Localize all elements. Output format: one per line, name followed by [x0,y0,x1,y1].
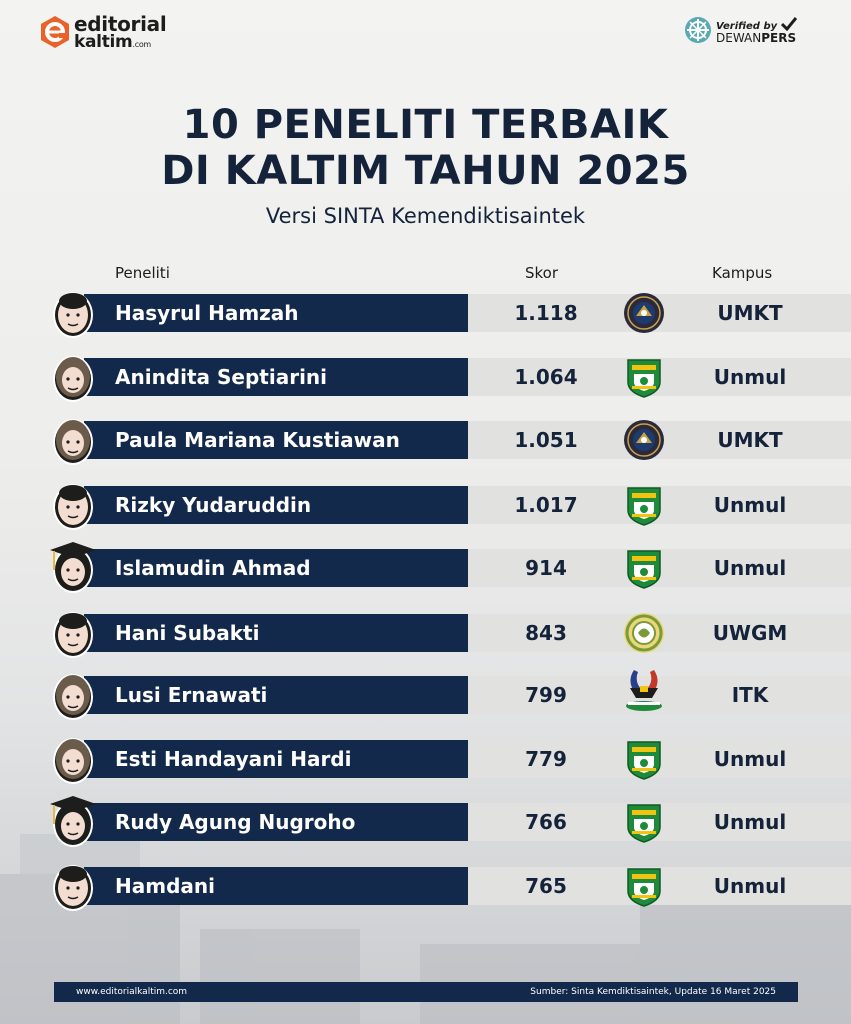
researcher-row: Hasyrul Hamzah 1.118 UMKT [0,294,851,334]
researcher-photo-icon [50,540,96,596]
researcher-score: 914 [490,549,602,587]
umkt-logo-icon [622,419,666,461]
researcher-score: 1.118 [490,294,602,332]
researcher-score: 799 [490,676,602,714]
footer-bar: www.editorialkaltim.com Sumber: Sinta Ke… [54,982,798,1002]
brand-e-icon [40,15,70,49]
unmul-logo-icon [622,801,666,843]
researcher-name: Hani Subakti [115,614,259,652]
uwgm-logo-icon [622,612,666,654]
researcher-campus: Unmul [690,867,810,905]
researcher-photo-icon [50,285,96,341]
researcher-score: 1.064 [490,358,602,396]
researcher-campus: UMKT [690,294,810,332]
researcher-row: Rizky Yudaruddin 1.017 Unmul [0,486,851,526]
researcher-name: Rudy Agung Nugroho [115,803,355,841]
title-line-1: 10 PENELITI TERBAIK [0,102,851,148]
researcher-photo-icon [50,412,96,468]
page-subtitle: Versi SINTA Kemendiktisaintek [0,204,851,228]
researcher-row: Paula Mariana Kustiawan 1.051 UMKT [0,421,851,461]
footer-source: Sumber: Sinta Kemdiktisaintek, Update 16… [530,982,776,1002]
researcher-score: 1.017 [490,486,602,524]
researcher-photo-icon [50,477,96,533]
researcher-row: Esti Handayani Hardi 779 Unmul [0,740,851,780]
researcher-row: Hamdani 765 Unmul [0,867,851,907]
researcher-score: 779 [490,740,602,778]
column-header-researcher: Peneliti [115,264,170,282]
brand-sub-suffix: .com [132,40,150,49]
researcher-campus: UWGM [690,614,810,652]
researcher-row: Rudy Agung Nugroho 766 Unmul [0,803,851,843]
researcher-photo-icon [50,667,96,723]
researcher-campus: UMKT [690,421,810,459]
researcher-photo-icon [50,858,96,914]
itk-logo-icon [622,668,666,718]
researcher-campus: Unmul [690,740,810,778]
dewan-pers-emblem-icon [684,16,712,44]
researcher-photo-icon [50,605,96,661]
researcher-score: 766 [490,803,602,841]
researcher-score: 1.051 [490,421,602,459]
researcher-name: Lusi Ernawati [115,676,267,714]
researcher-photo-icon [50,794,96,850]
researcher-photo-icon [50,731,96,787]
unmul-logo-icon [622,484,666,526]
researcher-name: Hamdani [115,867,215,905]
researcher-campus: Unmul [690,549,810,587]
researcher-row: Islamudin Ahmad 914 Unmul [0,549,851,589]
editorial-kaltim-logo: editorial kaltim.com [40,10,166,54]
researcher-score: 765 [490,867,602,905]
researcher-campus: Unmul [690,358,810,396]
researcher-name: Islamudin Ahmad [115,549,311,587]
pers-label: PERS [761,31,796,45]
researcher-name: Hasyrul Hamzah [115,294,299,332]
researcher-campus: Unmul [690,803,810,841]
unmul-logo-icon [622,356,666,398]
researcher-photo-icon [50,349,96,405]
researcher-name: Rizky Yudaruddin [115,486,311,524]
unmul-logo-icon [622,738,666,780]
page-title: 10 PENELITI TERBAIK DI KALTIM TAHUN 2025 [0,102,851,194]
column-header-campus: Kampus [712,264,772,282]
researcher-row: Lusi Ernawati 799 ITK [0,676,851,716]
umkt-logo-icon [622,292,666,334]
unmul-logo-icon [622,865,666,907]
verified-dewan-pers-badge: Verified by DEWANPERS [684,16,797,44]
researcher-name: Paula Mariana Kustiawan [115,421,400,459]
researcher-campus: ITK [690,676,810,714]
checkmark-icon [781,17,797,31]
dewan-label: DEWAN [716,31,761,45]
researcher-name: Esti Handayani Hardi [115,740,351,778]
column-header-score: Skor [525,264,558,282]
footer-website: www.editorialkaltim.com [76,982,187,1002]
researcher-campus: Unmul [690,486,810,524]
researcher-name: Anindita Septiarini [115,358,327,396]
brand-name: editorial [74,14,166,34]
brand-sub: kaltim [74,32,132,52]
researcher-score: 843 [490,614,602,652]
researcher-row: Hani Subakti 843 UWGM [0,614,851,654]
unmul-logo-icon [622,547,666,589]
researcher-row: Anindita Septiarini 1.064 Unmul [0,358,851,398]
title-line-2: DI KALTIM TAHUN 2025 [0,148,851,194]
